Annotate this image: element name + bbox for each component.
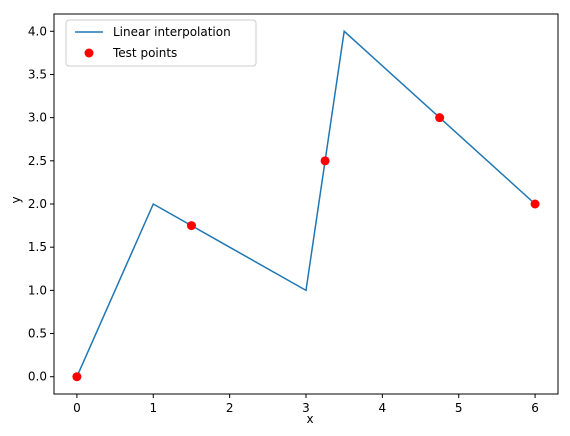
x-tick-label: 5 [455, 401, 463, 415]
test-point [530, 199, 540, 209]
x-axis: 0 1 2 3 4 5 6 [73, 394, 539, 415]
y-tick-label: 1.5 [28, 240, 47, 254]
plot-area [53, 13, 559, 395]
series-line-linear-interpolation [76, 29, 536, 378]
y-tick-label: 3.0 [28, 111, 47, 125]
plot-frame [53, 13, 559, 395]
legend-label-linear-interpolation: Linear interpolation [113, 25, 231, 39]
legend: Linear interpolation Test points [65, 19, 257, 67]
x-tick-label: 1 [149, 401, 157, 415]
test-point [72, 372, 82, 382]
y-tick-label: 1.0 [28, 283, 47, 297]
y-axis: 0.0 0.5 1.0 1.5 2.0 2.5 3.0 3.5 4.0 [28, 24, 54, 384]
x-tick-label: 4 [379, 401, 387, 415]
x-tick-label: 2 [226, 401, 234, 415]
x-tick-label: 3 [302, 401, 310, 415]
x-axis-label: x [306, 412, 313, 426]
y-tick-label: 3.5 [28, 67, 47, 81]
legend-frame [65, 19, 257, 67]
test-point [320, 156, 330, 166]
series-layer [72, 29, 540, 382]
y-axis-label: y [9, 196, 23, 203]
legend-label-test-points: Test points [112, 46, 177, 60]
y-tick-label: 0.0 [28, 370, 47, 384]
y-tick-label: 2.0 [28, 197, 47, 211]
x-tick-label: 6 [531, 401, 539, 415]
y-tick-label: 0.5 [28, 327, 47, 341]
y-tick-label: 4.0 [28, 24, 47, 38]
x-tick-label: 0 [73, 401, 81, 415]
y-tick-label: 2.5 [28, 154, 47, 168]
test-point [435, 113, 445, 123]
legend-marker-swatch [84, 48, 94, 58]
test-point [186, 221, 196, 231]
